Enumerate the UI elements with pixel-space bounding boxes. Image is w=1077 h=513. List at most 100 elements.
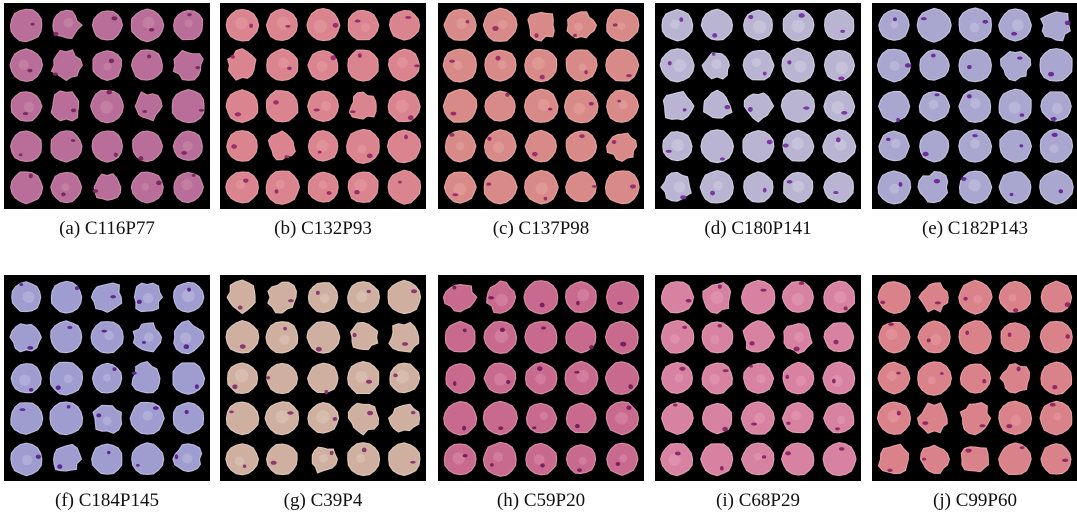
blood-cell-image (603, 127, 641, 165)
blood-cell-image (562, 318, 600, 356)
blood-cell-image (820, 87, 858, 125)
blood-cell-image (47, 87, 85, 125)
blood-cell-image (739, 399, 777, 437)
blood-cell-image (128, 168, 166, 206)
panel-b: (b) C132P93 (220, 3, 426, 209)
blood-cell-image (47, 359, 85, 397)
blood-cell-image (88, 278, 126, 316)
blood-cell-image (658, 399, 696, 437)
blood-cell-image (996, 318, 1034, 356)
blood-cell-image (915, 318, 953, 356)
cell-image-grid (438, 3, 644, 209)
blood-cell-image (820, 278, 858, 316)
panel-caption: (i) C68P29 (655, 490, 861, 512)
blood-cell-image (603, 278, 641, 316)
blood-cell-image (915, 168, 953, 206)
blood-cell-image (522, 318, 560, 356)
blood-cell-image (1037, 127, 1075, 165)
blood-cell-image (875, 318, 913, 356)
blood-cell-image (698, 359, 736, 397)
blood-cell-image (739, 87, 777, 125)
cell-image-grid (220, 275, 426, 481)
blood-cell-image (223, 440, 261, 478)
blood-cell-image (481, 440, 519, 478)
blood-cell-image (658, 127, 696, 165)
blood-cell-image (915, 399, 953, 437)
blood-cell-image (956, 46, 994, 84)
blood-cell-image (441, 6, 479, 44)
blood-cell-image (779, 278, 817, 316)
blood-cell-image (263, 440, 301, 478)
panel-caption: (f) C184P145 (4, 490, 210, 512)
blood-cell-image (739, 6, 777, 44)
panel-i: (i) C68P29 (655, 275, 861, 481)
blood-cell-image (263, 168, 301, 206)
blood-cell-image (603, 359, 641, 397)
blood-cell-image (522, 127, 560, 165)
blood-cell-image (169, 399, 207, 437)
cell-image-grid (438, 275, 644, 481)
blood-cell-image (996, 127, 1034, 165)
blood-cell-image (128, 87, 166, 125)
blood-cell-image (658, 168, 696, 206)
blood-cell-image (875, 87, 913, 125)
blood-cell-image (88, 6, 126, 44)
blood-cell-image (481, 168, 519, 206)
blood-cell-image (996, 399, 1034, 437)
blood-cell-image (562, 127, 600, 165)
blood-cell-image (7, 46, 45, 84)
panel-h: (h) C59P20 (438, 275, 644, 481)
blood-cell-image (522, 359, 560, 397)
blood-cell-image (739, 278, 777, 316)
blood-cell-image (603, 6, 641, 44)
blood-cell-image (820, 318, 858, 356)
blood-cell-image (441, 359, 479, 397)
blood-cell-image (820, 127, 858, 165)
blood-cell-image (522, 399, 560, 437)
blood-cell-image (875, 168, 913, 206)
blood-cell-image (385, 87, 423, 125)
blood-cell-image (128, 399, 166, 437)
blood-cell-image (1037, 440, 1075, 478)
panel-d: (d) C180P141 (655, 3, 861, 209)
blood-cell-image (779, 318, 817, 356)
blood-cell-image (304, 318, 342, 356)
panel-caption: (g) C39P4 (220, 490, 426, 512)
blood-cell-image (522, 46, 560, 84)
cell-image-grid (655, 3, 861, 209)
blood-cell-image (7, 127, 45, 165)
panel-caption: (e) C182P143 (872, 218, 1077, 240)
blood-cell-image (996, 6, 1034, 44)
blood-cell-image (47, 127, 85, 165)
blood-cell-image (698, 46, 736, 84)
blood-cell-image (385, 6, 423, 44)
blood-cell-image (915, 6, 953, 44)
blood-cell-image (88, 318, 126, 356)
blood-cell-image (7, 399, 45, 437)
blood-cell-image (698, 318, 736, 356)
blood-cell-image (875, 6, 913, 44)
blood-cell-image (441, 168, 479, 206)
blood-cell-image (915, 87, 953, 125)
blood-cell-image (698, 399, 736, 437)
blood-cell-image (779, 359, 817, 397)
blood-cell-image (169, 168, 207, 206)
blood-cell-image (996, 87, 1034, 125)
blood-cell-image (956, 127, 994, 165)
panel-e: (e) C182P143 (872, 3, 1077, 209)
blood-cell-image (47, 318, 85, 356)
blood-cell-image (875, 359, 913, 397)
blood-cell-image (263, 46, 301, 84)
blood-cell-image (875, 46, 913, 84)
blood-cell-image (996, 440, 1034, 478)
blood-cell-image (47, 278, 85, 316)
blood-cell-image (7, 278, 45, 316)
blood-cell-image (875, 278, 913, 316)
blood-cell-image (441, 399, 479, 437)
blood-cell-image (128, 6, 166, 44)
blood-cell-image (7, 6, 45, 44)
blood-cell-image (169, 440, 207, 478)
blood-cell-image (562, 278, 600, 316)
blood-cell-image (996, 168, 1034, 206)
blood-cell-image (779, 440, 817, 478)
